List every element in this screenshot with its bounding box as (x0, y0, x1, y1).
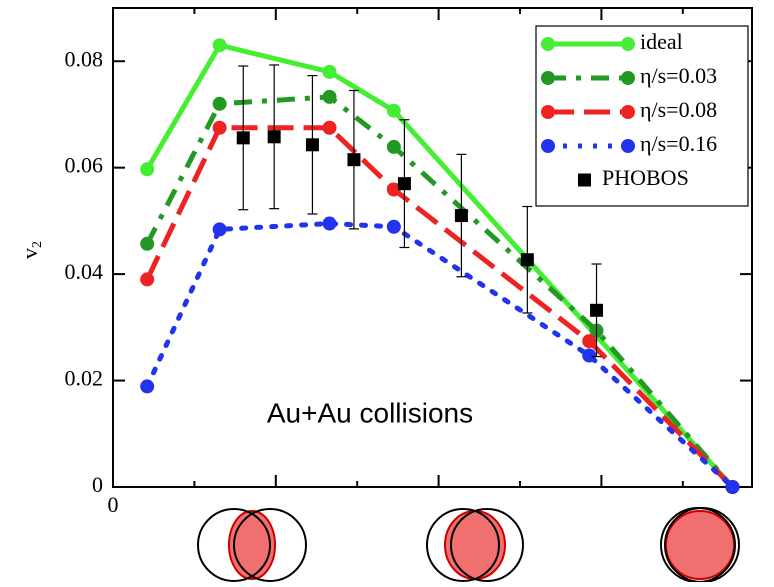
data-point (322, 216, 337, 231)
nucleus (426, 508, 500, 582)
data-point (725, 480, 740, 494)
data-point (212, 120, 227, 135)
legend-label: ideal (640, 29, 683, 54)
data-point (140, 162, 155, 177)
nucleus (450, 508, 524, 582)
x-tick-label: 0 (108, 492, 119, 517)
legend-marker (541, 105, 555, 119)
legend-label: PHOBOS (602, 165, 689, 190)
data-point (386, 219, 401, 234)
data-point (267, 130, 281, 144)
y-label-sub: 2 (30, 241, 45, 248)
legend-label: η/s=0.03 (640, 63, 717, 88)
y-tick-label: 0.02 (65, 366, 104, 391)
data-point (386, 182, 401, 197)
nucleus (233, 508, 307, 582)
nucleus (197, 508, 271, 582)
y-tick-label: 0.04 (65, 259, 104, 284)
data-point (397, 177, 411, 191)
legend-marker (621, 139, 635, 153)
overlap (444, 510, 506, 580)
series-line (144, 125, 735, 489)
annotation: Au+Au collisions (267, 397, 473, 428)
plot-frame (112, 7, 753, 488)
legend-marker (541, 139, 555, 153)
data-point (140, 272, 155, 287)
data-point (140, 236, 155, 251)
data-point (212, 96, 227, 111)
data-point (347, 153, 361, 167)
data-point (322, 89, 337, 104)
data-point (582, 348, 597, 363)
data-point (236, 131, 250, 145)
data-point (305, 138, 319, 152)
legend-box (535, 25, 749, 207)
legend-marker (621, 71, 635, 85)
data-point (454, 209, 468, 223)
series-line (144, 221, 735, 490)
data-point (322, 120, 337, 135)
overlap (665, 510, 735, 580)
data-point (386, 103, 401, 118)
y-tick-label: 0.06 (65, 153, 104, 178)
data-point (582, 334, 597, 349)
overlap-icons (197, 507, 740, 583)
legend-marker (578, 173, 591, 187)
legend-marker (621, 37, 635, 51)
series-line (144, 94, 735, 489)
y-tick-label: 0.08 (65, 46, 104, 71)
data-point (212, 38, 227, 53)
data-point (590, 303, 604, 317)
legend-marker (541, 37, 555, 51)
data-point (140, 379, 155, 394)
legend-label: η/s=0.08 (640, 97, 717, 122)
y-axis-label: v2 (17, 241, 45, 259)
legend-marker (621, 105, 635, 119)
data-point (520, 253, 534, 267)
overlap (228, 510, 276, 580)
data-point (322, 64, 337, 79)
legend-label: η/s=0.16 (640, 131, 717, 156)
legend-marker (541, 71, 555, 85)
y-tick-label: 0 (92, 472, 103, 497)
y-label-base: v (17, 248, 42, 259)
data-point (386, 139, 401, 154)
data-point (212, 222, 227, 237)
